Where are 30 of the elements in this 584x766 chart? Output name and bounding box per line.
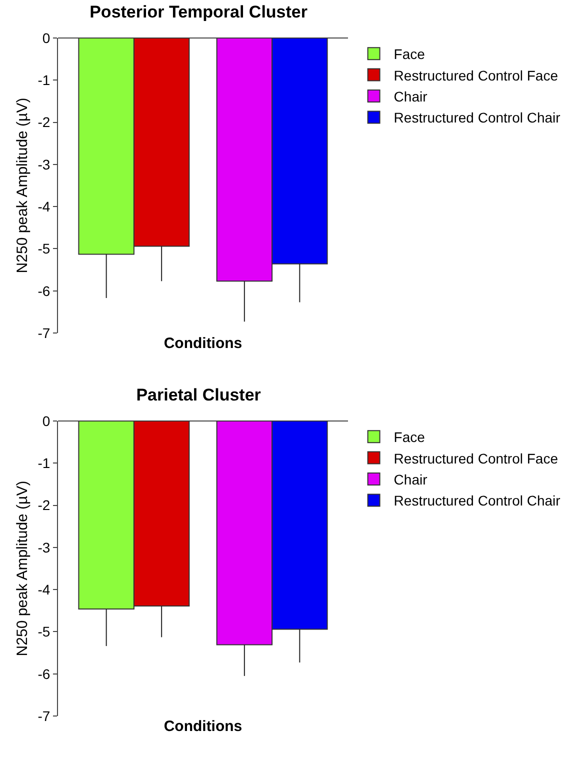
x-axis-title: Conditions <box>164 335 242 352</box>
legend-label: Chair <box>394 471 428 488</box>
y-tick-label: -6 <box>38 666 50 682</box>
legend-label: Restructured Control Chair <box>394 110 561 126</box>
legend-label: Face <box>394 429 426 446</box>
legend-label: Chair <box>394 88 428 104</box>
y-axis-title: N250 peak Amplitude (µV) <box>14 98 31 274</box>
y-tick-label: -1 <box>38 72 50 88</box>
chart-title: Posterior Temporal Cluster <box>90 2 308 22</box>
y-tick-label: -5 <box>38 240 50 257</box>
y-tick-label: 0 <box>42 412 50 429</box>
legend-label: Face <box>394 46 426 62</box>
y-axis-title: N250 peak Amplitude (µV) <box>14 480 31 656</box>
chart-title: Parietal Cluster <box>136 386 262 405</box>
y-tick-label: -7 <box>38 708 50 724</box>
legend-label: Restructured Control Face <box>394 67 558 84</box>
y-tick-label: -1 <box>38 455 50 472</box>
y-tick-label: -6 <box>38 282 50 299</box>
y-tick-label: -4 <box>38 581 50 598</box>
y-tick-label: -4 <box>38 198 50 214</box>
legend-label: Restructured Control Face <box>394 450 558 466</box>
y-tick-label: -5 <box>38 624 50 640</box>
y-tick-label: -3 <box>38 156 50 172</box>
x-axis-title: Conditions <box>164 718 242 735</box>
y-tick-label: -2 <box>38 497 50 514</box>
y-tick-label: 0 <box>42 30 50 46</box>
y-tick-label: -7 <box>38 324 50 341</box>
legend-label: Restructured Control Chair <box>394 492 561 509</box>
y-tick-label: -2 <box>38 114 50 130</box>
y-tick-label: -3 <box>38 539 50 556</box>
